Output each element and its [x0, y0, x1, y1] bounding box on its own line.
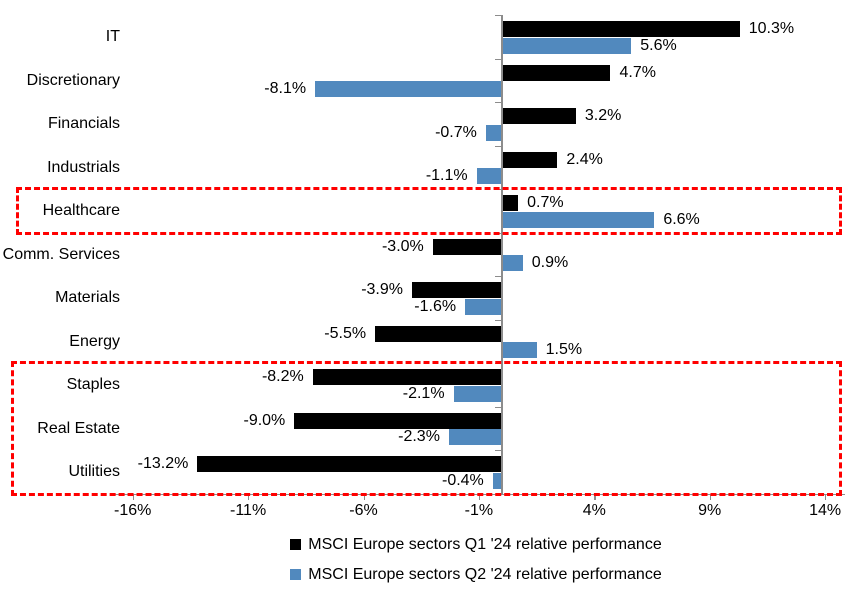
category-tick	[495, 276, 502, 278]
q2-value-label-healthcare: 6.6%	[663, 210, 700, 228]
y-axis-line	[501, 14, 503, 495]
q2-bar-real-estate	[448, 429, 502, 445]
x-tick	[363, 493, 365, 500]
x-tick-label-9pct: 9%	[698, 502, 722, 519]
legend-label-q1: MSCI Europe sectors Q1 '24 relative perf…	[308, 536, 662, 553]
q1-bar-utilities	[197, 456, 502, 472]
legend-marker-q1-icon	[290, 539, 302, 550]
legend-label-q2: MSCI Europe sectors Q2 '24 relative perf…	[308, 566, 662, 583]
q1-bar-financials	[502, 108, 576, 124]
q1-value-label-discretionary: 4.7%	[619, 63, 656, 81]
q2-bar-discretionary	[315, 81, 502, 97]
category-label-energy: Energy	[69, 332, 120, 350]
q2-bar-it	[502, 37, 632, 54]
q2-value-label-discretionary: -8.1%	[264, 80, 307, 97]
x-tick-label-neg6pct: -6%	[349, 502, 378, 519]
category-label-materials: Materials	[55, 289, 120, 306]
category-tick	[495, 58, 502, 60]
x-tick-label-neg11pct: -11%	[230, 502, 267, 519]
category-label-financials: Financials	[47, 115, 120, 132]
legend: MSCI Europe sectors Q1 '24 relative perf…	[100, 534, 852, 585]
category-label-comm-services: Comm. Services	[2, 245, 120, 263]
q2-bar-healthcare	[502, 211, 655, 228]
category-tick	[495, 102, 502, 104]
q2-value-label-real-estate: -2.3%	[398, 428, 440, 445]
q1-value-label-healthcare: 0.7%	[527, 194, 564, 211]
category-label-it: IT	[105, 28, 120, 45]
q1-value-label-comm-services: -3.0%	[381, 237, 424, 255]
x-tick-label-neg16pct: -16%	[114, 502, 152, 519]
q2-value-label-utilities: -0.4%	[441, 471, 484, 489]
q1-value-label-energy: -5.5%	[324, 324, 367, 342]
legend-marker-q2-icon	[290, 569, 302, 580]
category-label-healthcare: Healthcare	[42, 202, 120, 219]
category-label-industrials: Industrials	[47, 158, 120, 176]
x-tick-label-4pct: 4%	[582, 502, 606, 519]
category-tick	[495, 406, 502, 408]
q2-bar-financials	[485, 124, 502, 141]
category-label-utilities: Utilities	[68, 463, 120, 480]
q1-bar-real-estate	[294, 412, 502, 429]
category-label-staples: Staples	[66, 376, 120, 393]
q1-bar-materials	[411, 282, 502, 298]
category-tick	[495, 319, 502, 321]
category-tick	[495, 450, 502, 452]
q2-value-label-comm-services: 0.9%	[531, 254, 569, 271]
category-tick	[495, 145, 502, 147]
q1-bar-healthcare	[502, 195, 519, 211]
q2-value-label-energy: 1.5%	[545, 341, 583, 358]
q2-bar-staples	[453, 385, 502, 402]
q1-value-label-it: 10.3%	[748, 20, 795, 37]
q1-bar-comm-services	[432, 238, 502, 255]
x-tick	[132, 493, 134, 500]
q2-value-label-materials: -1.6%	[414, 297, 457, 315]
legend-item-q2: MSCI Europe sectors Q2 '24 relative perf…	[290, 564, 662, 585]
x-tick	[478, 493, 481, 500]
highlight-box-healthcare	[16, 187, 842, 235]
x-tick-label-neg1pct: -1%	[464, 502, 494, 519]
x-tick	[709, 493, 711, 500]
q1-value-label-utilities: -13.2%	[137, 455, 189, 472]
q2-value-label-staples: -2.1%	[402, 384, 445, 402]
q2-bar-utilities	[492, 472, 502, 489]
legend-item-q1: MSCI Europe sectors Q1 '24 relative perf…	[290, 534, 662, 555]
q1-value-label-staples: -8.2%	[261, 368, 304, 385]
x-tick	[248, 493, 250, 500]
q1-value-label-financials: 3.2%	[584, 107, 622, 124]
q1-bar-discretionary	[502, 64, 611, 81]
q2-bar-energy	[502, 342, 537, 358]
q2-bar-industrials	[476, 168, 502, 184]
x-tick-label-14pct: 14%	[809, 502, 842, 519]
q1-bar-it	[502, 21, 740, 37]
x-tick	[825, 493, 827, 500]
q2-bar-materials	[465, 298, 502, 315]
category-label-discretionary: Discretionary	[26, 71, 120, 89]
category-label-real-estate: Real Estate	[37, 419, 120, 437]
q2-value-label-industrials: -1.1%	[425, 167, 468, 184]
q2-value-label-it: 5.6%	[640, 36, 677, 54]
category-tick	[495, 15, 502, 17]
q1-value-label-real-estate: -9.0%	[243, 411, 286, 429]
q1-bar-industrials	[502, 151, 558, 168]
highlight-box-staples-real-estate-utilities	[11, 361, 842, 496]
q2-value-label-financials: -0.7%	[435, 123, 477, 141]
x-tick	[594, 493, 596, 500]
q1-bar-staples	[312, 369, 502, 385]
q1-value-label-materials: -3.9%	[361, 281, 403, 298]
q2-bar-comm-services	[502, 255, 523, 271]
q1-value-label-industrials: 2.4%	[566, 150, 603, 168]
q1-bar-energy	[375, 325, 502, 342]
